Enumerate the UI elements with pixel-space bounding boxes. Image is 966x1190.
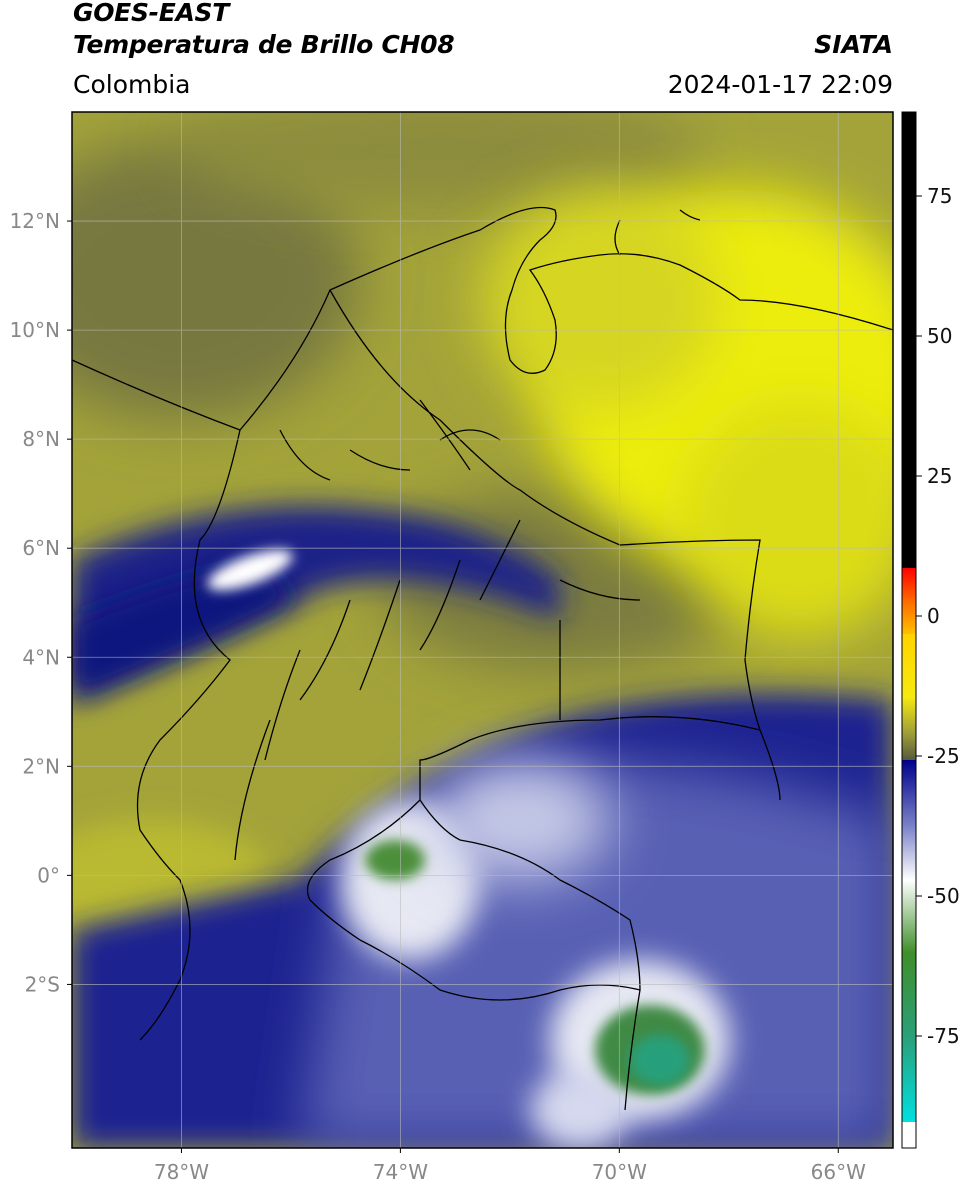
colorbar-green-band xyxy=(902,880,916,1122)
longitude-label: 70°W xyxy=(592,1160,647,1184)
colorbar-tick-label: 50 xyxy=(927,324,952,348)
latitude-label: 4°N xyxy=(22,645,60,669)
colorbar-tick-label: -75 xyxy=(927,1024,960,1048)
latitude-label: 0° xyxy=(37,863,60,887)
coastlines-and-borders xyxy=(72,206,893,1111)
longitude-label: 66°W xyxy=(811,1160,866,1184)
longitude-labels: 78°W 74°W 70°W 66°W xyxy=(154,1148,866,1184)
longitude-label: 78°W xyxy=(154,1160,209,1184)
latitude-label: 12°N xyxy=(10,209,60,233)
colorbar-tick-label: -50 xyxy=(927,884,960,908)
region-label: Colombia xyxy=(73,70,191,99)
colorbar-tick-label: -25 xyxy=(927,744,960,768)
map-frame xyxy=(71,111,894,1149)
colorbar-tick-label: 0 xyxy=(927,604,940,628)
timestamp-label: 2024-01-17 22:09 xyxy=(667,70,893,99)
colorbar-blue-band xyxy=(902,760,916,880)
colorbar-yellow-band xyxy=(902,634,916,760)
colorbar-frame xyxy=(901,111,917,1149)
agency-label: SIATA xyxy=(814,30,893,59)
product-title: Temperatura de Brillo CH08 xyxy=(73,30,455,59)
colorbar-ticks: 75 50 25 0 -25 -50 -75 xyxy=(916,184,960,1048)
brightness-temperature-field xyxy=(72,112,893,1148)
colorbar-tick-label: 25 xyxy=(927,464,952,488)
colorbar-black-band xyxy=(902,112,916,568)
latitude-label: 8°N xyxy=(22,427,60,451)
colorbar-tick-label: 75 xyxy=(927,184,952,208)
latitude-labels: 12°N 10°N 8°N 6°N 4°N 2°N 0° 2°S xyxy=(10,209,72,996)
graticule xyxy=(72,112,893,1148)
latitude-label: 2°N xyxy=(22,754,60,778)
latitude-label: 2°S xyxy=(25,972,60,996)
satellite-title: GOES-EAST xyxy=(73,0,230,27)
longitude-label: 74°W xyxy=(373,1160,428,1184)
latitude-label: 6°N xyxy=(22,536,60,560)
colorbar-red-band xyxy=(902,568,916,634)
colorbar-white-band xyxy=(902,1122,916,1148)
colorbar: 75 50 25 0 -25 -50 -75 xyxy=(901,111,960,1149)
latitude-label: 10°N xyxy=(10,318,60,342)
